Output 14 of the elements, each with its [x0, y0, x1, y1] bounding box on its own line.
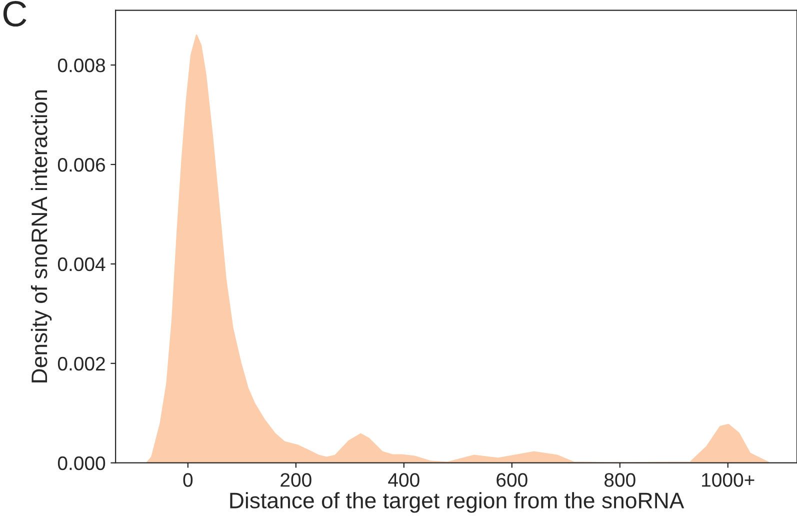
- y-tick-label: 0.004: [58, 257, 106, 272]
- y-tick-label: 0.006: [58, 158, 105, 172]
- x-tick-label: 1000+: [702, 473, 754, 487]
- y-tick-label: 0.002: [58, 356, 105, 371]
- x-axis-title: Distance of the target region from the snoRNA: [230, 492, 684, 513]
- y-tick-label: 0.000: [58, 456, 106, 470]
- x-tick-label: 200: [280, 473, 312, 487]
- x-tick-label: 800: [604, 473, 636, 487]
- text: C: [3, 0, 26, 27]
- y-axis-title: Density of snoRNA interaction: [30, 90, 52, 382]
- y-tick-label: 0.008: [58, 58, 105, 72]
- x-tick-label: 600: [496, 473, 528, 487]
- x-tick-label: 400: [388, 473, 420, 487]
- x-tick-label: 0: [183, 473, 193, 487]
